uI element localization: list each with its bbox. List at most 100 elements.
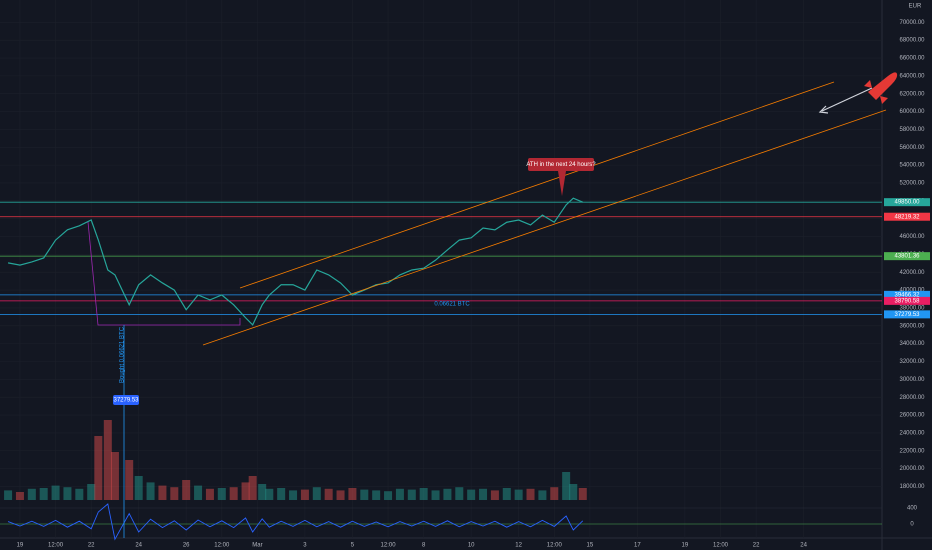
x-tick-label: 12:00	[214, 543, 230, 549]
x-tick-label: Mar	[252, 543, 262, 549]
volume-bar	[134, 476, 143, 500]
x-tick-label: 12:00	[48, 543, 64, 549]
level-label: 48219.32	[894, 214, 920, 220]
level-label: 38790.58	[894, 298, 920, 304]
volume-bar	[205, 488, 214, 500]
rocket	[864, 72, 898, 104]
y-tick-label: 36000.00	[899, 323, 925, 329]
volume-bar	[467, 489, 476, 500]
volume-bar	[15, 492, 24, 500]
level-label-box	[884, 296, 930, 305]
y-tick-label: 22000.00	[899, 448, 925, 454]
y-tick-label: 18000.00	[899, 484, 925, 490]
callout-text: ATH in the next 24 hours?	[526, 162, 596, 168]
volume-bar	[4, 490, 13, 500]
buy-price-box	[113, 395, 139, 405]
arrow	[821, 87, 873, 112]
y-tick-label: 54000.00	[899, 163, 925, 169]
x-tick-label: 12:00	[547, 543, 563, 549]
y-tick-label: 68000.00	[899, 38, 925, 44]
y-tick-label: 26000.00	[899, 413, 925, 419]
volume-bar	[125, 460, 134, 500]
level-label-box	[884, 290, 930, 299]
y-tick-label: 70000.00	[899, 20, 925, 26]
x-tick-label: 22	[753, 543, 760, 549]
volume-bar	[395, 488, 404, 500]
volume-bar	[63, 487, 72, 500]
drop-path	[87, 221, 241, 326]
oscillator-tick-label: 0	[910, 522, 914, 528]
x-tick-label: 24	[135, 543, 142, 549]
oscillator-line	[7, 503, 584, 541]
x-tick-label: 12:00	[713, 543, 729, 549]
volume-bar	[229, 487, 238, 500]
volume-bar	[419, 488, 428, 500]
level-label: 39466.32	[894, 292, 920, 298]
volume-bar	[538, 490, 547, 500]
x-tick-label: 15	[587, 543, 594, 549]
level-label-box	[884, 198, 930, 207]
x-tick-label: 26	[183, 543, 190, 549]
y-tick-label: 20000.00	[899, 466, 925, 472]
level-label: 37279.53	[894, 312, 920, 318]
x-tick-label: 10	[468, 543, 475, 549]
volume-bar	[312, 487, 321, 500]
volume-bar	[182, 480, 191, 500]
drawings: ATH in the next 24 hours? 0.06621 BTC Bo…	[87, 72, 898, 538]
volume-bar	[87, 484, 96, 500]
buy-price-text: 37279.53	[113, 398, 139, 404]
callout-box	[528, 158, 594, 171]
volume-bar	[336, 490, 345, 500]
volume-bar	[103, 420, 112, 500]
x-tick-label: 8	[422, 543, 426, 549]
level-label-box	[884, 212, 930, 221]
level-label-box	[884, 252, 930, 261]
channel-upper	[239, 81, 835, 289]
volume-bar	[158, 485, 167, 500]
y-tick-label: 30000.00	[899, 377, 925, 383]
callout-pointer	[558, 171, 566, 196]
volume-bar	[110, 452, 119, 500]
level-label: 49850.00	[894, 200, 920, 206]
volume-bar	[578, 488, 587, 500]
volume-bar	[490, 490, 499, 500]
volume-bar	[562, 472, 571, 500]
y-tick-label: 24000.00	[899, 430, 925, 436]
volume-bar	[39, 488, 48, 500]
volume-bar	[241, 482, 250, 500]
y-tick-label: 60000.00	[899, 109, 925, 115]
y-tick-label: 38000.00	[899, 306, 925, 312]
y-tick-label: 28000.00	[899, 395, 925, 401]
volume-bar	[51, 485, 60, 500]
price-line	[7, 197, 584, 326]
y-tick-label: 40000.00	[899, 288, 925, 294]
volume-bar	[265, 488, 274, 500]
oscillator-tick-label: 400	[907, 506, 918, 512]
y-tick-label: 56000.00	[899, 145, 925, 151]
channel-lower	[202, 109, 887, 346]
volume-bar	[217, 488, 226, 500]
x-tick-label: 12	[515, 543, 522, 549]
volume-bar	[431, 490, 440, 500]
y-tick-label: 32000.00	[899, 359, 925, 365]
level-label: 43801.36	[894, 254, 920, 260]
currency-label: EUR	[909, 4, 922, 10]
volume-bar	[479, 488, 488, 500]
level-label-box	[884, 310, 930, 319]
x-tick-label: 3	[303, 543, 307, 549]
position-text: 0.06621 BTC	[434, 302, 470, 308]
y-tick-label: 66000.00	[899, 56, 925, 62]
volume-bar	[550, 487, 559, 500]
volume-bar	[514, 489, 523, 500]
y-tick-label: 52000.00	[899, 181, 925, 187]
volume-bar	[384, 491, 393, 500]
x-tick-label: 19	[17, 543, 24, 549]
volume-bar	[300, 489, 309, 500]
x-tick-label: 19	[682, 543, 689, 549]
volume-bar	[372, 490, 381, 500]
y-tick-label: 42000.00	[899, 270, 925, 276]
x-tick-label: 17	[634, 543, 641, 549]
y-tick-label: 34000.00	[899, 341, 925, 347]
